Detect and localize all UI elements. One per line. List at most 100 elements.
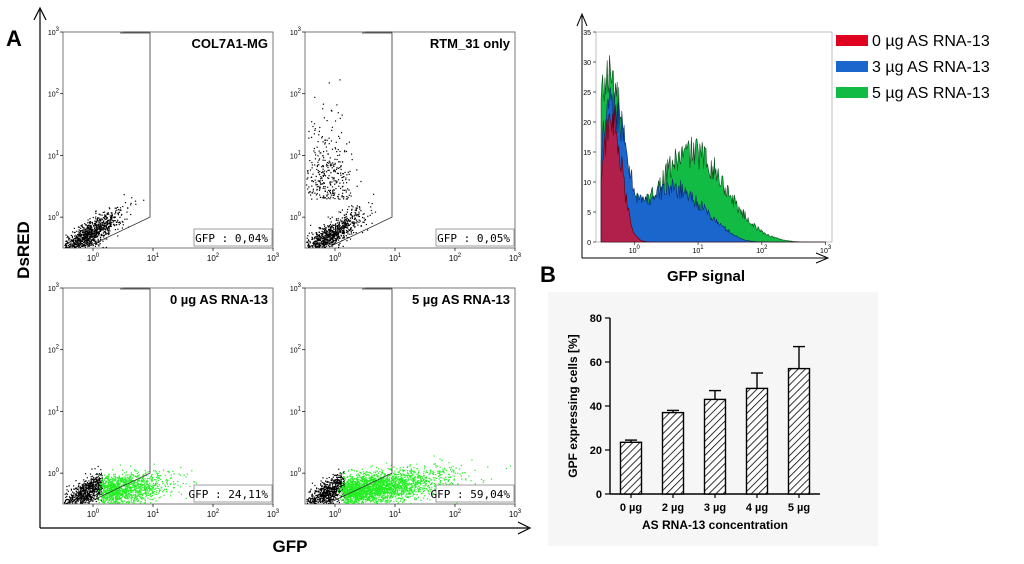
scatter-point — [336, 172, 338, 174]
scatter-point — [341, 231, 343, 233]
scatter-point — [93, 489, 95, 491]
scatter-point — [119, 497, 121, 499]
scatter-point — [79, 233, 81, 235]
scatter-point — [96, 227, 98, 229]
scatter-point — [327, 166, 329, 169]
scatter-point — [147, 483, 149, 485]
scatter-point — [103, 495, 105, 497]
scatter-point — [106, 225, 108, 227]
scatter-point — [89, 225, 91, 227]
scatter-point — [338, 237, 340, 239]
scatter-point — [116, 209, 118, 211]
scatter-point — [348, 173, 350, 175]
scatter-point — [338, 479, 340, 481]
scatter-point — [83, 236, 85, 238]
scatter-point — [79, 234, 81, 237]
scatter-point — [349, 223, 352, 225]
scatter-point — [116, 481, 118, 483]
scatter-point — [332, 235, 334, 237]
scatter-point — [136, 480, 139, 482]
scatter-point — [332, 230, 334, 232]
scatter-point — [105, 221, 107, 223]
scatter-point — [322, 237, 324, 239]
scatter-point — [315, 154, 317, 156]
scatter-point — [141, 478, 143, 480]
scatter-point — [309, 241, 311, 243]
scatter-point — [318, 244, 320, 246]
scatter-point — [91, 468, 93, 470]
scatter-point — [150, 486, 152, 488]
scatter-point — [110, 487, 113, 489]
scatter-point — [331, 491, 334, 493]
scatter-point — [322, 499, 324, 501]
scatter-point — [80, 491, 82, 494]
scatter-point — [147, 487, 149, 489]
scatter-point — [93, 229, 95, 231]
scatter-points — [64, 194, 145, 249]
scatter-point — [116, 483, 118, 485]
scatter-point — [306, 237, 308, 239]
scatter-point — [98, 481, 100, 483]
scatter-point — [131, 492, 133, 494]
scatter-point — [325, 227, 327, 229]
scatter-point — [145, 489, 147, 491]
scatter-point — [336, 481, 339, 483]
scatter-point — [124, 202, 127, 204]
scatter-point — [130, 204, 132, 206]
scatter-point — [109, 223, 112, 225]
scatter-point — [89, 483, 91, 485]
scatter-point — [134, 498, 136, 500]
scatter-point — [96, 488, 98, 490]
scatter-point — [313, 150, 315, 152]
scatter-point — [336, 228, 338, 230]
scatter-point — [93, 225, 95, 227]
scatter-point — [147, 492, 149, 495]
scatter-point — [133, 493, 135, 495]
scatter-point — [329, 157, 331, 159]
scatter-point — [312, 500, 314, 502]
scatter-point — [119, 221, 121, 223]
scatter-point — [331, 225, 333, 227]
scatter-point — [109, 488, 111, 490]
scatter-point — [87, 497, 89, 499]
scatter-point — [141, 483, 143, 485]
scatter-point — [91, 491, 93, 494]
scatter-point — [360, 180, 362, 183]
scatter-point — [156, 474, 158, 476]
scatter-point — [329, 190, 331, 192]
scatter-point — [340, 235, 342, 237]
scatter-point — [96, 479, 98, 481]
scatter-point — [338, 244, 340, 246]
scatter-point — [331, 231, 333, 233]
scatter-point — [336, 480, 338, 482]
scatter-point — [136, 499, 138, 501]
scatter-point — [136, 470, 138, 472]
scatter-point — [325, 484, 327, 486]
scatter-point — [126, 218, 128, 220]
scatter-point — [70, 243, 72, 245]
scatter-point — [420, 475, 422, 477]
scatter-point — [351, 205, 353, 207]
scatter-point — [129, 493, 131, 495]
scatter-point — [144, 484, 146, 486]
scatter-point — [93, 491, 95, 493]
scatter-point — [112, 493, 114, 495]
scatter-point — [319, 500, 321, 502]
scatter-point — [391, 489, 393, 491]
scatter-point — [82, 483, 84, 485]
scatter-point — [86, 242, 88, 244]
scatter-point — [127, 485, 129, 487]
scatter-point — [86, 236, 89, 238]
scatter-point — [330, 221, 332, 223]
scatter-point — [127, 489, 129, 491]
scatter-point — [335, 239, 337, 242]
scatter-point — [107, 496, 109, 499]
scatter-point — [311, 136, 313, 138]
scatter-point — [123, 481, 125, 483]
scatter-point — [364, 492, 366, 494]
scatter-point — [81, 484, 83, 486]
scatter-point — [104, 482, 106, 484]
scatter-point — [333, 180, 335, 182]
scatter-point — [312, 242, 314, 244]
scatter-point — [151, 494, 153, 497]
